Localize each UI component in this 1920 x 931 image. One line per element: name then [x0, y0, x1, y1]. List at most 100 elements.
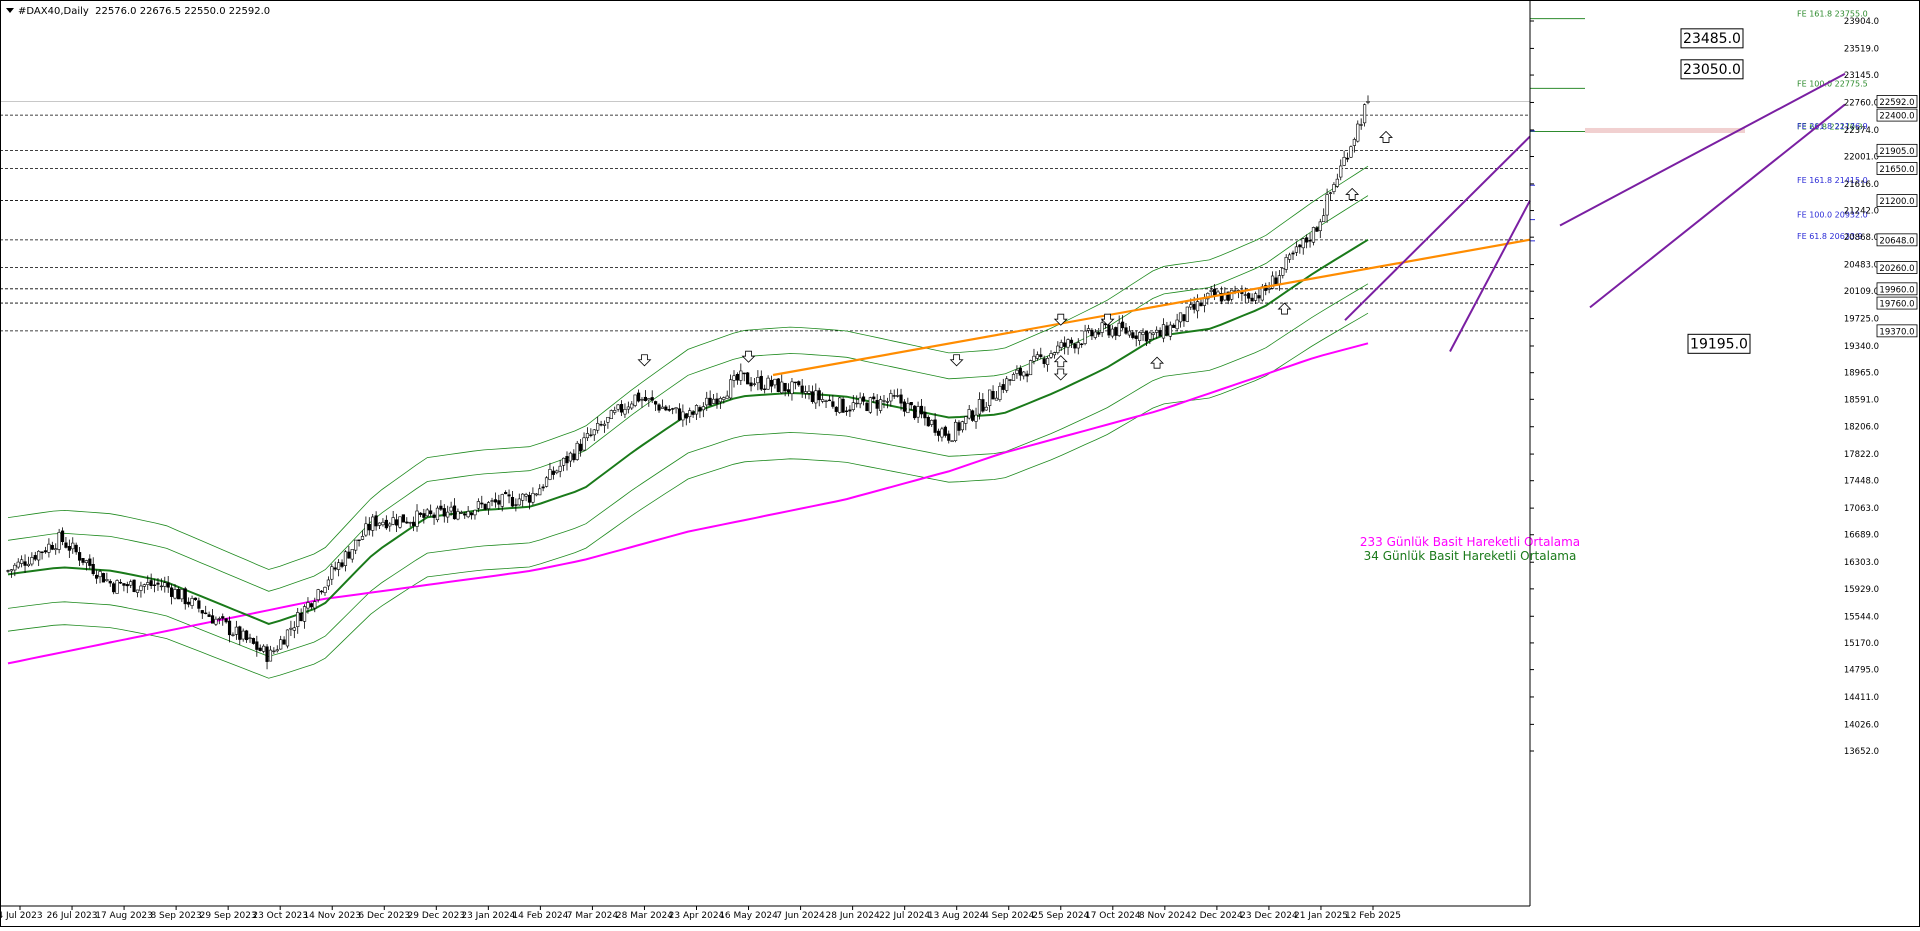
candle-body: [766, 377, 770, 390]
level-price-box: [1876, 143, 1918, 157]
y-tick-label: 16689.0: [1844, 531, 1879, 541]
candle-body: [262, 645, 266, 652]
candle-body: [1134, 335, 1138, 339]
candle-body: [1349, 146, 1353, 158]
candle-body: [1049, 353, 1053, 358]
candles: [6, 95, 1370, 670]
candle-body: [1356, 123, 1360, 142]
candle-body: [1086, 328, 1091, 331]
candle-body: [234, 626, 238, 635]
candle-body: [1018, 367, 1022, 376]
candle-body: [77, 552, 82, 561]
candle-body: [919, 405, 924, 415]
candle-body: [1294, 246, 1299, 253]
candle-body: [23, 561, 27, 566]
candle-body: [490, 500, 494, 502]
candle-body: [735, 373, 740, 381]
candle-body: [1209, 289, 1213, 292]
candle-body: [967, 409, 971, 419]
candle-body: [783, 382, 787, 392]
candle-body: [224, 618, 228, 623]
candle-body: [517, 498, 521, 506]
candle-body: [817, 390, 821, 401]
y-tick-label: 20483.0: [1844, 261, 1879, 271]
candle-body: [1345, 157, 1350, 160]
candle-body: [1311, 227, 1316, 243]
candle-body: [442, 508, 446, 517]
candle-body: [868, 397, 872, 413]
ma34-legend-label: 34 Günlük Basit Hareketli Ortalama: [1364, 549, 1577, 563]
candle-body: [118, 581, 123, 584]
candle-body: [824, 400, 828, 402]
candle-body: [1308, 240, 1312, 242]
candle-body: [1110, 328, 1114, 337]
candle-body: [974, 414, 978, 422]
candle-body: [60, 530, 65, 542]
candle-body: [1325, 194, 1329, 216]
x-tick-label: 2 Dec 2024: [1191, 911, 1243, 921]
y-tick-label: 22374.0: [1844, 126, 1879, 136]
candle-body: [636, 392, 641, 402]
arrow-up-icon: [1277, 302, 1292, 315]
fib-green-label: FE 61.8 22170.3: [1797, 122, 1863, 131]
candle-body: [132, 579, 136, 592]
candle-body: [684, 413, 688, 419]
candle-body: [493, 499, 498, 503]
candle-body: [527, 494, 532, 503]
candle-body: [1219, 293, 1224, 302]
candle-body: [851, 402, 855, 410]
candle-body: [609, 410, 613, 419]
candle-body: [1045, 357, 1050, 365]
candle-body: [514, 504, 518, 506]
candle-body: [831, 401, 835, 407]
candle-body: [1328, 192, 1333, 194]
candle-body: [1080, 343, 1084, 346]
candle-body: [142, 584, 146, 587]
x-tick-label: 23 Jan 2024: [461, 911, 515, 921]
candle-body: [1165, 325, 1169, 336]
candle-body: [483, 503, 487, 510]
candle-body: [1114, 327, 1118, 336]
x-tick-label: 17 Oct 2024: [1085, 911, 1141, 921]
candle-body: [347, 551, 351, 559]
candle-body: [596, 423, 600, 431]
candle-body: [896, 395, 900, 397]
y-tick-label: 23904.0: [1844, 17, 1879, 27]
candle-body: [572, 453, 576, 461]
y-tick-label: 17448.0: [1844, 477, 1879, 487]
candle-body: [715, 398, 719, 405]
target-box: [1680, 59, 1744, 80]
y-tick-label: 14026.0: [1844, 720, 1879, 730]
candle-body: [1270, 275, 1275, 289]
candle-body: [882, 400, 886, 402]
candle-body: [521, 493, 525, 501]
candle-body: [759, 375, 763, 390]
dropdown-triangle-icon[interactable]: [6, 8, 14, 13]
candle-body: [558, 465, 562, 472]
candle-body: [1247, 293, 1251, 299]
fib-zone-shade: [1585, 127, 1745, 133]
candle-body: [1284, 257, 1288, 270]
candle-body: [1178, 312, 1183, 323]
candle-body: [71, 542, 75, 550]
candle-body: [790, 381, 794, 394]
purple-channel-upper: [1344, 135, 1531, 321]
candle-body: [255, 641, 259, 650]
candle-body: [803, 391, 808, 394]
level-price-box: [1876, 95, 1918, 108]
candle-body: [84, 560, 88, 564]
candle-body: [1281, 267, 1285, 276]
candle-body: [930, 419, 934, 425]
candle-body: [551, 470, 555, 475]
candle-body: [1144, 331, 1149, 342]
candle-body: [504, 492, 508, 495]
candle-body: [660, 406, 665, 409]
candle-body: [377, 522, 382, 526]
x-tick-label: 25 Sep 2024: [1032, 911, 1089, 921]
candle-body: [384, 519, 388, 529]
candle-body: [1274, 277, 1278, 285]
y-tick-label: 22001.0: [1844, 153, 1879, 163]
